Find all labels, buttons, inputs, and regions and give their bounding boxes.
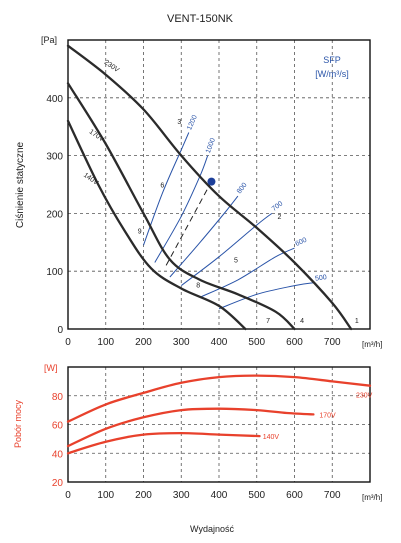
pressure-xtick-500: 500 [248, 337, 265, 348]
power-xtick-0: 0 [65, 490, 71, 501]
pressure-xtick-200: 200 [135, 337, 152, 348]
pressure-xtick-100: 100 [97, 337, 114, 348]
x-axis-label: Wydajność [190, 524, 234, 534]
point-label-6: 6 [160, 182, 164, 189]
power-xtick-400: 400 [211, 490, 228, 501]
pressure-ytick-200: 200 [46, 209, 63, 220]
power-y-unit: [W] [44, 363, 58, 373]
power-xtick-700: 700 [324, 490, 341, 501]
pressure-xtick-400: 400 [211, 337, 228, 348]
pressure-xtick-0: 0 [65, 337, 71, 348]
point-label-4: 4 [300, 318, 304, 325]
pressure-x-unit: [m³/h] [362, 340, 382, 349]
sfp-line-600 [199, 247, 295, 298]
power-curve-230V [66, 374, 372, 423]
power-curve-label-230V: 230V [356, 393, 373, 400]
operating-dashed-line [165, 181, 212, 266]
power-xtick-500: 500 [248, 490, 265, 501]
point-label-9: 9 [138, 229, 142, 236]
power-ytick-40: 40 [52, 449, 64, 460]
power-ytick-60: 60 [52, 421, 64, 432]
power-xtick-200: 200 [135, 490, 152, 501]
power-ytick-80: 80 [52, 392, 64, 403]
sfp-line-500 [218, 282, 314, 310]
sfp-line-1200 [143, 132, 190, 246]
pressure-ytick-100: 100 [46, 267, 63, 278]
fan-curve-label-140V: 140V [82, 172, 100, 187]
point-label-7: 7 [266, 318, 270, 325]
pressure-grid [68, 40, 370, 329]
sfp-label-500: 500 [315, 274, 328, 283]
power-curve-label-140V: 140V [263, 434, 280, 441]
power-grid [68, 367, 370, 482]
sfp-label-600: 600 [294, 237, 308, 248]
power-curve-170V [66, 407, 315, 448]
sfp-line-1000 [154, 155, 209, 263]
power-series: 230V 170V 140V [66, 374, 373, 455]
fan-curve-170V [66, 82, 296, 331]
power-curve-140V [66, 431, 261, 455]
point-label-5: 5 [234, 258, 238, 265]
point-label-3: 3 [177, 119, 181, 126]
operating-point [207, 177, 216, 186]
pressure-xtick-600: 600 [286, 337, 303, 348]
power-ytick-20: 20 [52, 478, 64, 489]
fan-curve-230V [66, 44, 353, 331]
pressure-ticks: 0 100 200 300 400 500 600 700 0 100 200 300 400 [46, 94, 341, 348]
sfp-label-700: 700 [271, 200, 285, 213]
power-ticks: 0 100 200 300 400 500 600 700 20 40 60 80 [52, 392, 341, 501]
sfp-legend-title: SFP [323, 55, 341, 65]
pressure-point-labels: 1 2 3 4 5 6 7 8 9 [138, 119, 359, 325]
sfp-label-800: 800 [236, 182, 249, 196]
pressure-ytick-0: 0 [57, 325, 63, 336]
pressure-xtick-700: 700 [324, 337, 341, 348]
point-label-2: 2 [277, 214, 281, 221]
power-y-label: Pobór mocy [13, 399, 23, 448]
sfp-label-1200: 1200 [186, 114, 199, 131]
power-xtick-300: 300 [173, 490, 190, 501]
pressure-ytick-400: 400 [46, 94, 63, 105]
pressure-plot-frame [67, 39, 371, 330]
point-label-1: 1 [355, 318, 359, 325]
fan-curve-140V [66, 119, 247, 331]
sfp-curves: 500 600 700 800 1000 1200 [143, 114, 328, 310]
fan-curve-label-170V: 170V [88, 128, 106, 143]
pressure-ytick-300: 300 [46, 152, 63, 163]
power-plot-frame [67, 366, 371, 483]
pressure-y-label: Ciśnienie statyczne [15, 141, 26, 228]
power-xtick-600: 600 [286, 490, 303, 501]
power-xtick-100: 100 [97, 490, 114, 501]
sfp-label-1000: 1000 [205, 137, 217, 154]
pressure-y-unit: [Pa] [41, 35, 57, 45]
sfp-line-800 [169, 195, 239, 278]
power-x-unit: [m³/h] [362, 493, 382, 502]
sfp-line-700 [180, 212, 273, 286]
sfp-legend-unit: [W/m³/s] [315, 69, 349, 79]
pressure-xtick-300: 300 [173, 337, 190, 348]
point-label-8: 8 [196, 282, 200, 289]
chart-title: VENT-150NK [167, 13, 234, 25]
power-curve-label-170V: 170V [319, 412, 336, 419]
